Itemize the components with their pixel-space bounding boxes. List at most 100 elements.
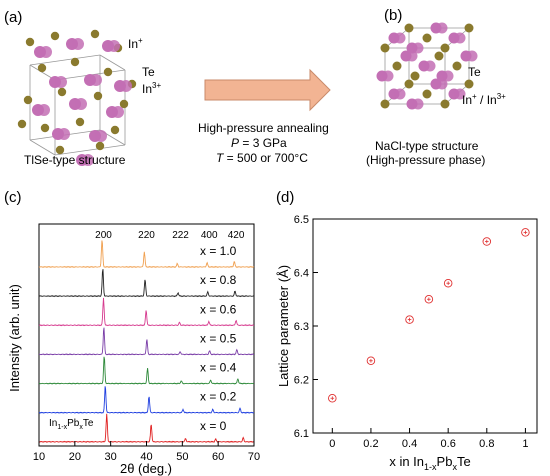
panel-label-a: (a) [4, 9, 22, 26]
lattice-xtick-label: 0.2 [363, 438, 378, 450]
in-3plus-label: In3+ [142, 81, 161, 96]
lattice-data-point [328, 393, 337, 403]
te-atom [23, 95, 33, 105]
lattice-xlabel: x in In1-xPbxTe [389, 454, 470, 472]
te-atom [464, 79, 474, 89]
lattice-xtick-label: 0.4 [402, 438, 417, 450]
lattice-chart: 0 0.2 0.4 0.6 0.8 1 6.1 6.2 6.3 6.4 6.5 [294, 214, 538, 450]
lattice-data-point [405, 315, 414, 324]
lattice-plot-frame [312, 218, 538, 434]
te-atom [380, 99, 390, 109]
in-atom [436, 78, 448, 90]
process-line1: High-pressure annealing [198, 121, 329, 135]
in-atom [75, 98, 87, 110]
in-atom [55, 76, 67, 88]
process-line3: T = 500 or 700°C [216, 151, 308, 165]
te-atom [440, 99, 450, 109]
te-atom [37, 63, 47, 73]
cell-edge [54, 144, 126, 156]
lattice-ytick-label: 6.1 [294, 428, 309, 440]
te-label-a: Te [142, 65, 155, 79]
panel-label-b: (b) [384, 7, 402, 24]
te-label-b: Te [468, 65, 481, 79]
te-atom [422, 33, 432, 43]
in-atom [108, 40, 120, 52]
te-atom [380, 43, 390, 53]
lattice-ytick-label: 6.2 [294, 375, 309, 387]
te-atom [410, 71, 420, 81]
in-atom [38, 104, 50, 116]
te-atom [50, 31, 60, 41]
xrd-compound-label: In1-xPbxTe [49, 418, 94, 431]
te-atom [70, 57, 80, 67]
in-atom [120, 80, 132, 92]
te-atom [55, 145, 65, 155]
te-atom [422, 89, 432, 99]
tlse-caption: TlSe-type structure [24, 153, 126, 167]
te-atom [434, 51, 444, 61]
te-atom [17, 119, 27, 129]
lattice-data-point [482, 237, 492, 246]
xrd-xtick-label: 30 [105, 451, 117, 463]
te-atom [110, 125, 120, 135]
cell-edge [29, 64, 56, 81]
lattice-xtick-label: 0.6 [441, 438, 456, 450]
te-atom [57, 87, 67, 97]
lattice-data-point [443, 278, 453, 288]
xrd-series-label: x = 0.5 [200, 331, 237, 345]
xrd-peak-label: 222 [172, 230, 189, 241]
te-atom [40, 123, 50, 133]
te-atom [95, 141, 105, 151]
lattice-ytick-label: 6.4 [294, 268, 309, 280]
xrd-series-label: x = 0.6 [200, 302, 237, 316]
te-atom [25, 37, 35, 47]
lattice-xtick-label: 1 [522, 438, 528, 450]
xrd-xlabel: 2θ (deg.) [120, 461, 172, 476]
te-atom [103, 67, 113, 77]
te-atom [440, 43, 450, 53]
lattice-data-point [521, 228, 530, 237]
in-atom [442, 70, 454, 82]
xrd-trace [38, 240, 255, 269]
in-atom [412, 98, 424, 110]
lattice-xtick-label: 0.8 [479, 438, 494, 450]
xrd-peak-label: 200 [95, 230, 112, 241]
cell-edge [29, 54, 101, 66]
te-atom [404, 23, 414, 33]
xrd-xtick-label: 70 [248, 451, 260, 463]
lattice-data-point [424, 295, 434, 304]
xrd-xtick-label: 20 [69, 451, 81, 463]
in-atom [90, 74, 102, 86]
process-arrow [204, 68, 331, 112]
in-atom [40, 46, 52, 58]
in-atom [394, 88, 406, 100]
in-plus-label: In+ [128, 36, 143, 51]
xrd-trace [38, 269, 255, 298]
lattice-xtick-label: 0 [329, 438, 335, 450]
lattice-ytick-label: 6.3 [294, 321, 309, 333]
xrd-xtick-label: 60 [212, 451, 224, 463]
xrd-series-label: x = 0.4 [200, 361, 237, 375]
xrd-peak-label: 220 [138, 230, 155, 241]
in-label-b: In+ / In3+ [462, 92, 506, 107]
in-atom [454, 32, 466, 44]
panel-label-c: (c) [4, 189, 22, 206]
te-atom [93, 91, 103, 101]
xrd-series-label: x = 0.2 [200, 390, 237, 404]
te-atom [119, 99, 129, 109]
te-atom [404, 79, 414, 89]
xrd-peak-label: 400 [201, 230, 218, 241]
te-atom [90, 29, 100, 39]
in-atom [406, 50, 418, 62]
xrd-chart: x = 1.0 x = 0.8 x = 0.6 x = 0.5 x = 0.4 x = 0… [33, 223, 260, 463]
xrd-xtick-label: 10 [33, 451, 45, 463]
xrd-trace [38, 356, 255, 385]
xrd-trace [38, 386, 255, 414]
in-atom [58, 128, 70, 140]
nacl-structure-diagram [376, 22, 478, 110]
cell-edge [99, 54, 126, 71]
te-atom [464, 23, 474, 33]
xrd-series-label: x = 0 [200, 419, 227, 433]
in-atom [72, 38, 84, 50]
